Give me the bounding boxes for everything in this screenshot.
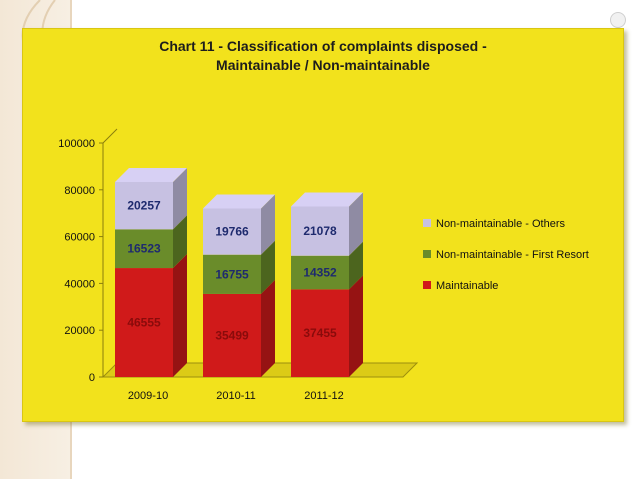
bar-segment-side <box>173 215 187 269</box>
legend-swatch <box>423 281 431 289</box>
bar-value-label: 16523 <box>127 242 161 256</box>
legend-label: Maintainable <box>436 280 498 292</box>
bar-value-label: 14352 <box>303 266 337 280</box>
legend-label: Non-maintainable - First Resort <box>436 249 589 261</box>
y-tick-label: 40000 <box>64 278 95 290</box>
bar-segment-side <box>349 241 363 290</box>
bar-segment-side <box>349 192 363 256</box>
bar-segment <box>115 229 173 269</box>
y-tick-label: 80000 <box>64 185 95 197</box>
y-tick-label: 20000 <box>64 325 95 337</box>
bar-segment <box>291 289 349 377</box>
x-category-label: 2010-11 <box>216 390 256 402</box>
bar-segment <box>203 254 261 294</box>
legend-swatch <box>423 219 431 227</box>
bar-value-label: 21078 <box>303 224 337 238</box>
bar-value-label: 16755 <box>215 267 249 281</box>
bars-layer: 46555 16523 20257 35499 16755 19766 37455 14352… <box>115 167 363 377</box>
chart-panel: Chart 11 - Classification of complaints … <box>22 28 624 422</box>
bar-segment <box>203 208 261 255</box>
bar-segment <box>291 206 349 256</box>
y-tick-label: 0 <box>89 372 95 384</box>
bar-value-label: 35499 <box>215 328 249 342</box>
stacked-bar-chart: Chart 11 - Classification of complaints … <box>58 38 589 402</box>
bar-segment <box>291 255 349 290</box>
chart-title-line-1: Chart 11 - Classification of complaints … <box>159 38 487 54</box>
bar-segment-side <box>261 194 275 255</box>
bar-value-label: 46555 <box>127 316 161 330</box>
bar-segment-side <box>173 167 187 230</box>
x-category-label: 2009-10 <box>128 390 168 402</box>
bar-top-face <box>203 194 275 209</box>
bar-value-label: 20257 <box>127 199 161 213</box>
bar-segment <box>115 181 173 230</box>
legend-swatch <box>423 250 431 258</box>
bar-segment-side <box>173 254 187 377</box>
bar-value-label: 37455 <box>303 326 337 340</box>
y-tick-label: 60000 <box>64 232 95 244</box>
legend-label: Non-maintainable - Others <box>436 218 566 230</box>
bar-segment <box>203 293 261 377</box>
y-axis-depth-line <box>102 128 118 144</box>
bar-segment-side <box>261 279 275 377</box>
bar-segment <box>115 268 173 377</box>
bar-segment-side <box>349 275 363 377</box>
bar-value-label: 19766 <box>215 225 249 239</box>
bar-top-face <box>291 192 363 207</box>
slide-bullet-circle <box>610 12 626 28</box>
chart-title-line-2: Maintainable / Non-maintainable <box>216 57 430 73</box>
x-category-label: 2011-12 <box>304 390 344 402</box>
bar-top-face <box>115 167 187 182</box>
y-tick-label: 100000 <box>58 138 95 150</box>
legend: Non-maintainable - Others Non-maintainabl… <box>423 218 589 292</box>
bar-segment-side <box>261 240 275 294</box>
